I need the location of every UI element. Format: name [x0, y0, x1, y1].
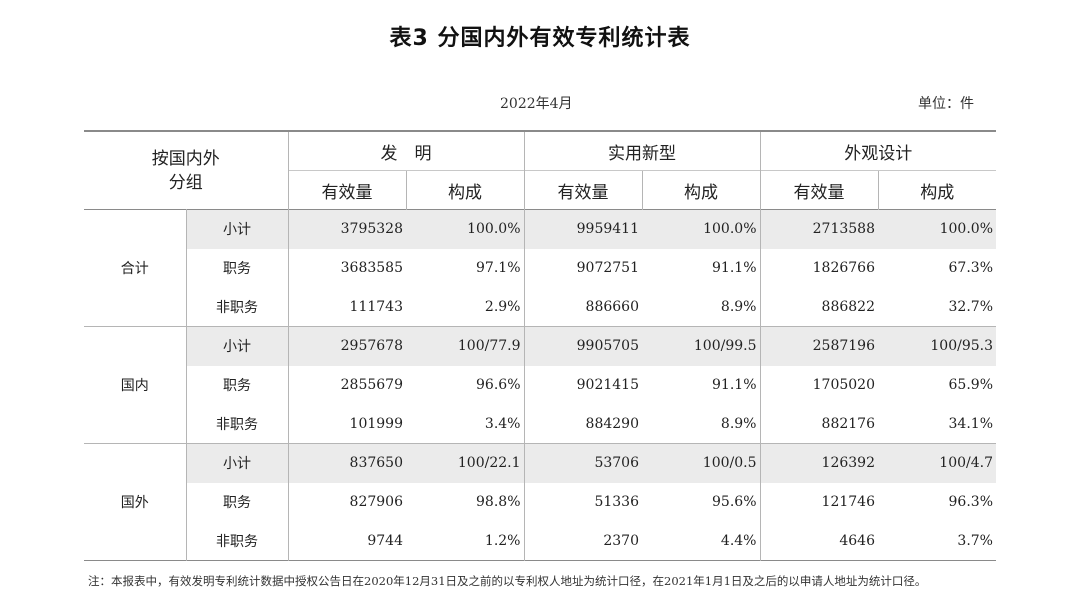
cell-utility-share: 100.0% [642, 209, 761, 249]
sub-header-share: 构成 [641, 170, 760, 210]
cell-design-quantity: 2587196 [760, 326, 878, 366]
unit-label: 单位：件 [918, 96, 974, 112]
sub-header-quantity: 有效量 [523, 170, 642, 210]
row-label: 小计 [185, 326, 289, 366]
table-row: 职务 827906 98.8% 51336 95.6% 121746 96.3% [84, 482, 996, 522]
table-row: 职务 2855679 96.6% 9021415 91.1% 1705020 6… [84, 365, 996, 405]
cell-design-share: 100.0% [878, 209, 996, 249]
cell-utility-share: 8.9% [642, 287, 761, 327]
cell-invention-share: 100/22.1 [406, 443, 525, 483]
cell-utility-quantity: 884290 [585, 415, 639, 432]
cell-invention-quantity: 837650 [288, 443, 406, 483]
row-label: 职务 [185, 248, 289, 288]
table-row: 职务 3683585 97.1% 9072751 91.1% 1826766 6… [84, 248, 996, 288]
cell-invention-quantity: 2855679 [340, 377, 403, 394]
corner-header-line-2: 分组 [168, 172, 203, 193]
group-header-invention: 发 明 [287, 131, 524, 171]
cell-design-quantity: 882176 [821, 415, 875, 432]
patent-stats-table: 按国内外 分组 发 明 实用新型 外观设计 有效量 构成 有效量 构成 有效量 … [84, 130, 996, 561]
row-label: 小计 [185, 443, 289, 483]
table-row: 非职务 9744 1.2% 2370 4.4% 4646 3.7% [84, 521, 996, 561]
sub-header-share: 构成 [405, 170, 524, 210]
table-row: 非职务 111743 2.9% 886660 8.9% 886822 32.7% [84, 287, 996, 327]
cell-utility-quantity: 9072751 [576, 260, 639, 277]
cell-invention-share: 2.9% [406, 287, 525, 327]
cell-invention-share: 100/77.9 [406, 326, 525, 366]
row-label: 小计 [185, 209, 289, 249]
cell-design-quantity: 121746 [821, 494, 875, 511]
cell-utility-quantity: 51336 [594, 494, 639, 511]
table-row: 合计 小计 3795328 100.0% 9959411 100.0% 2713… [84, 209, 996, 277]
cell-utility-share: 91.1% [642, 248, 761, 288]
cell-design-share: 67.3% [948, 260, 993, 277]
group-label: 国外 [120, 495, 149, 512]
row-label: 职务 [185, 482, 289, 522]
table-row: 国外 小计 837650 100/22.1 53706 100/0.5 1263… [84, 443, 996, 511]
cell-invention-quantity: 101999 [349, 415, 403, 432]
cell-design-quantity: 1705020 [812, 377, 875, 394]
table-row: 国内 小计 2957678 100/77.9 9905705 100/99.5 … [84, 326, 996, 394]
cell-utility-share: 8.9% [642, 404, 761, 444]
sub-header-quantity: 有效量 [287, 170, 406, 210]
cell-invention-quantity: 827906 [349, 494, 403, 511]
group-header-utility-model: 实用新型 [523, 131, 760, 171]
group-label: 合计 [120, 261, 149, 278]
cell-invention-quantity: 111743 [349, 298, 403, 315]
cell-design-quantity: 2713588 [760, 209, 878, 249]
cell-utility-share: 100/0.5 [642, 443, 761, 483]
cell-design-quantity: 886822 [821, 298, 875, 315]
cell-design-share: 34.1% [948, 415, 993, 432]
cell-utility-quantity: 2370 [603, 532, 639, 549]
report-date: 2022年4月 [500, 96, 573, 112]
cell-invention-share: 3.4% [406, 404, 525, 444]
sub-header-share: 构成 [877, 170, 996, 210]
cell-invention-quantity: 3683585 [340, 260, 403, 277]
cell-utility-quantity: 9959411 [524, 209, 642, 249]
cell-invention-share: 100.0% [406, 209, 525, 249]
sub-header-quantity: 有效量 [759, 170, 878, 210]
cell-invention-share: 1.2% [406, 521, 525, 561]
cell-invention-share: 97.1% [406, 248, 525, 288]
page-title: 表3 分国内外有效专利统计表 [389, 26, 691, 51]
cell-utility-share: 91.1% [642, 365, 761, 405]
cell-invention-quantity: 9744 [367, 532, 403, 549]
cell-invention-quantity: 2957678 [288, 326, 406, 366]
cell-design-share: 3.7% [957, 532, 993, 549]
footnote: 注：本报表中，有效发明专利统计数据中授权公告日在2020年12月31日及之前的以… [88, 574, 927, 588]
cell-design-share: 100/95.3 [878, 326, 996, 366]
cell-design-quantity: 1826766 [812, 260, 875, 277]
cell-invention-share: 98.8% [406, 482, 525, 522]
row-label: 非职务 [185, 404, 289, 444]
cell-design-share: 100/4.7 [878, 443, 996, 483]
cell-utility-quantity: 9021415 [576, 377, 639, 394]
cell-design-quantity: 126392 [760, 443, 878, 483]
cell-utility-share: 95.6% [642, 482, 761, 522]
cell-design-share: 96.3% [948, 494, 993, 511]
cell-design-quantity: 4646 [839, 532, 875, 549]
row-label: 职务 [185, 365, 289, 405]
table-row: 非职务 101999 3.4% 884290 8.9% 882176 34.1% [84, 404, 996, 444]
cell-design-share: 32.7% [948, 298, 993, 315]
cell-utility-share: 4.4% [642, 521, 761, 561]
cell-invention-quantity: 3795328 [288, 209, 406, 249]
row-label: 非职务 [185, 521, 289, 561]
cell-utility-share: 100/99.5 [642, 326, 761, 366]
corner-header-line-1: 按国内外 [151, 148, 220, 169]
row-label: 非职务 [185, 287, 289, 327]
cell-utility-quantity: 9905705 [524, 326, 642, 366]
cell-invention-share: 96.6% [406, 365, 525, 405]
cell-utility-quantity: 886660 [585, 298, 639, 315]
cell-design-share: 65.9% [948, 377, 993, 394]
group-header-design: 外观设计 [759, 131, 996, 171]
cell-utility-quantity: 53706 [524, 443, 642, 483]
group-label: 国内 [120, 378, 149, 395]
corner-header: 按国内外 分组 [84, 131, 288, 210]
